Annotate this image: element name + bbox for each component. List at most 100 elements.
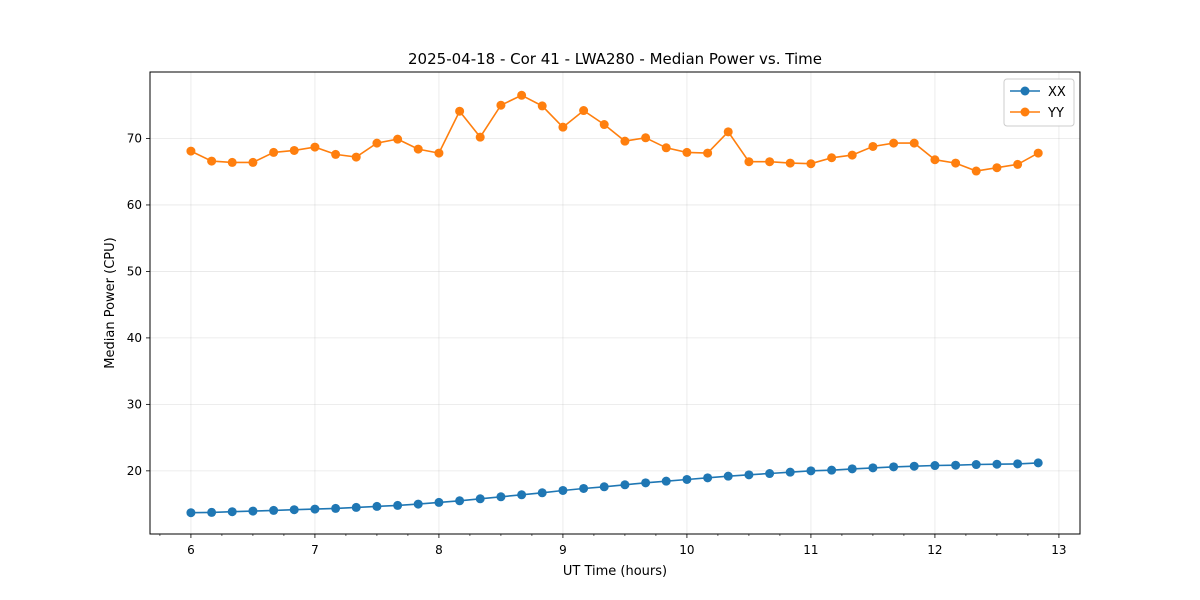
data-point-yy — [475, 132, 485, 142]
y-axis-ticks: 20 30 40 50 60 70 — [127, 131, 150, 478]
data-point-xx — [455, 496, 465, 506]
data-point-yy — [951, 158, 961, 168]
x-tick-label: 8 — [435, 543, 443, 557]
data-point-xx — [641, 478, 651, 488]
data-point-yy — [310, 142, 320, 152]
legend-label: YY — [1047, 106, 1064, 121]
data-point-yy — [517, 90, 527, 100]
data-series — [186, 90, 1043, 518]
data-point-xx — [579, 483, 589, 493]
data-point-xx — [620, 480, 630, 490]
grid-lines — [150, 72, 1080, 534]
y-tick-label: 60 — [127, 198, 142, 212]
data-point-yy — [930, 155, 940, 165]
data-point-xx — [827, 465, 837, 475]
legend-entry-xx: XX — [1010, 85, 1066, 100]
data-point-yy — [186, 146, 196, 156]
data-point-yy — [785, 158, 795, 168]
x-tick-label: 10 — [679, 543, 694, 557]
data-point-xx — [310, 504, 320, 514]
data-point-xx — [682, 474, 692, 484]
data-point-yy — [537, 101, 547, 111]
data-point-xx — [475, 494, 485, 504]
data-point-yy — [289, 145, 299, 155]
data-point-yy — [661, 143, 671, 153]
data-point-xx — [331, 503, 341, 513]
x-axis-label: UT Time (hours) — [563, 564, 667, 579]
data-point-xx — [496, 492, 506, 502]
data-point-yy — [682, 147, 692, 157]
data-point-xx — [785, 467, 795, 477]
data-point-xx — [227, 507, 237, 517]
data-point-xx — [248, 506, 258, 516]
legend-marker — [1020, 86, 1030, 96]
data-point-xx — [517, 490, 527, 500]
x-tick-label: 12 — [927, 543, 942, 557]
data-point-yy — [868, 141, 878, 151]
data-point-yy — [269, 147, 279, 157]
data-point-yy — [909, 138, 919, 148]
x-tick-label: 11 — [803, 543, 818, 557]
x-tick-label: 7 — [311, 543, 319, 557]
data-point-yy — [1033, 148, 1043, 158]
data-point-xx — [289, 505, 299, 515]
data-point-xx — [703, 473, 713, 483]
data-point-yy — [413, 144, 423, 154]
data-point-yy — [847, 150, 857, 160]
data-point-xx — [537, 488, 547, 498]
x-axis-ticks: 6 7 8 9 10 11 12 13 — [159, 534, 1067, 557]
series-line-yy — [190, 94, 1039, 172]
data-point-xx — [744, 470, 754, 480]
data-point-xx — [207, 507, 217, 517]
data-point-xx — [765, 469, 775, 479]
data-point-xx — [393, 500, 403, 510]
data-point-yy — [248, 157, 258, 167]
data-point-yy — [806, 159, 816, 169]
plot-frame — [149, 71, 1081, 535]
data-point-yy — [744, 157, 754, 167]
data-point-yy — [227, 157, 237, 167]
legend-label: XX — [1048, 85, 1066, 100]
data-point-yy — [599, 120, 609, 130]
data-point-yy — [455, 106, 465, 116]
x-tick-label: 9 — [559, 543, 567, 557]
chart-title: 2025-04-18 - Cor 41 - LWA280 - Median Po… — [408, 50, 822, 68]
data-point-yy — [827, 153, 837, 163]
legend-marker — [1020, 107, 1030, 117]
data-point-xx — [599, 482, 609, 492]
x-tick-label: 13 — [1051, 543, 1066, 557]
data-point-yy — [620, 136, 630, 146]
y-axis-label: Median Power (CPU) — [103, 237, 118, 368]
data-point-yy — [558, 122, 568, 132]
data-point-xx — [351, 502, 361, 512]
data-point-yy — [971, 166, 981, 176]
legend-entry-yy: YY — [1010, 106, 1064, 121]
y-tick-label: 20 — [127, 464, 142, 478]
data-point-xx — [269, 505, 279, 515]
series-line-xx — [190, 462, 1039, 514]
y-tick-label: 70 — [127, 131, 142, 145]
data-point-xx — [951, 460, 961, 470]
data-point-yy — [992, 163, 1002, 173]
data-point-xx — [372, 501, 382, 511]
x-tick-label: 6 — [187, 543, 195, 557]
data-point-yy — [1013, 159, 1023, 169]
data-point-yy — [207, 156, 217, 166]
data-point-xx — [889, 462, 899, 472]
data-point-yy — [331, 149, 341, 159]
data-point-xx — [723, 471, 733, 481]
data-point-yy — [703, 148, 713, 158]
y-tick-label: 30 — [127, 397, 142, 411]
data-point-xx — [558, 485, 568, 495]
data-point-yy — [496, 100, 506, 110]
data-point-xx — [434, 497, 444, 507]
y-tick-label: 40 — [127, 331, 142, 345]
data-point-yy — [434, 148, 444, 158]
legend: XX YY — [1003, 78, 1075, 127]
y-tick-label: 50 — [127, 264, 142, 278]
data-point-xx — [847, 464, 857, 474]
data-point-xx — [971, 460, 981, 470]
data-point-yy — [372, 138, 382, 148]
data-point-xx — [868, 463, 878, 473]
